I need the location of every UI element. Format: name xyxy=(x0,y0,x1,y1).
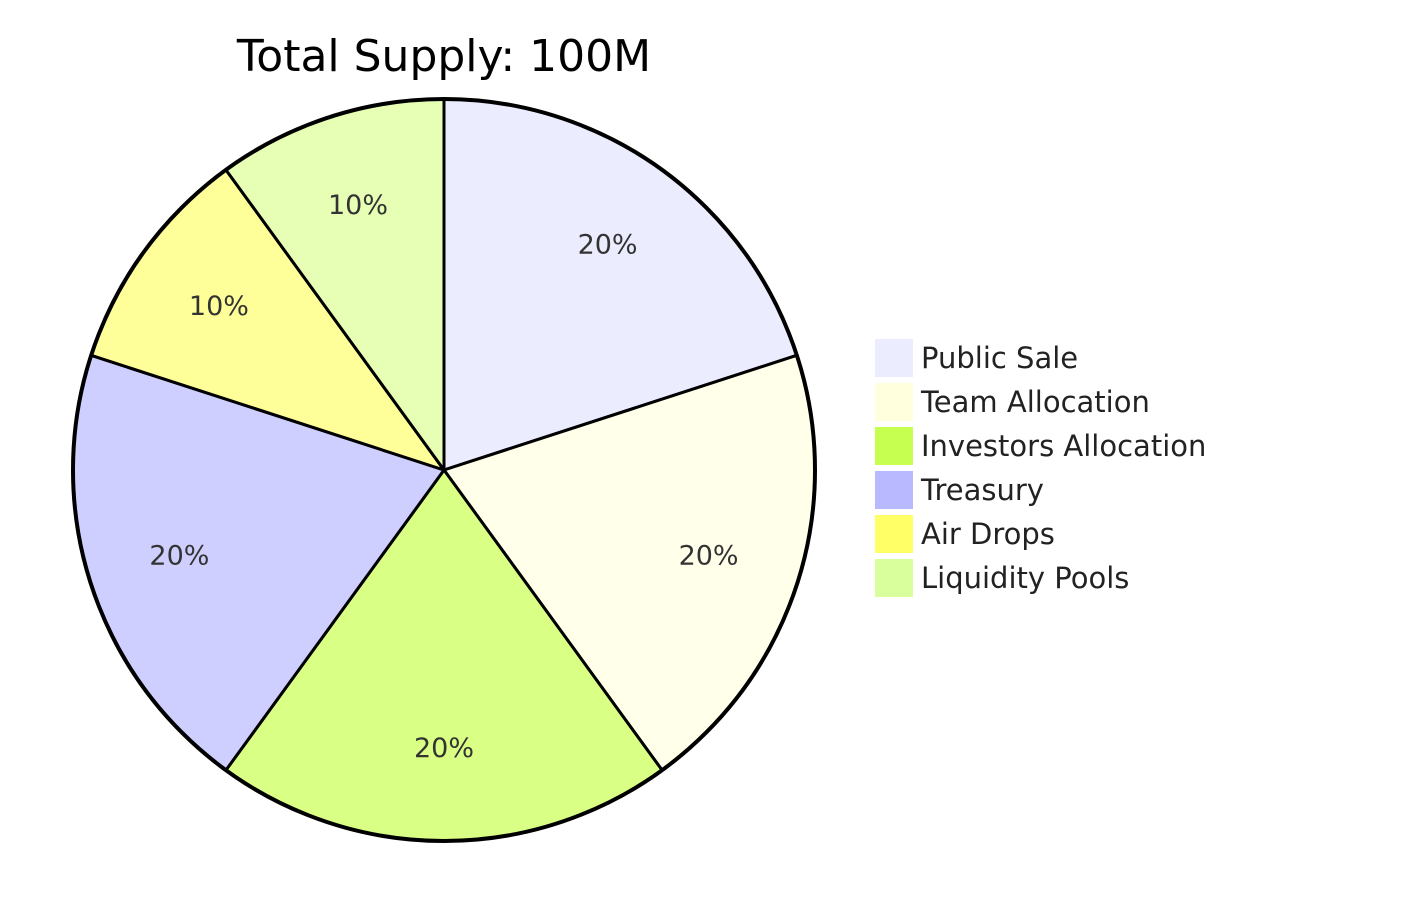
legend: Public Sale Team Allocation Investors Allo… xyxy=(875,339,1206,597)
legend-swatch-air-drops xyxy=(875,515,913,553)
pie-slices xyxy=(71,97,817,843)
legend-swatch-team-allocation xyxy=(875,383,913,421)
legend-label-public-sale: Public Sale xyxy=(921,341,1078,375)
legend-label-team-allocation: Team Allocation xyxy=(920,385,1150,419)
slice-label-investors-allocation: 20% xyxy=(414,733,474,764)
legend-label-treasury: Treasury xyxy=(920,473,1044,507)
slice-labels: 20% 20% 20% 20% 10% 10% xyxy=(149,190,738,764)
legend-label-investors-allocation: Investors Allocation xyxy=(921,429,1206,463)
slice-label-team-allocation: 20% xyxy=(679,541,739,572)
slice-label-treasury: 20% xyxy=(149,541,209,572)
pie-outline xyxy=(71,97,817,843)
legend-label-air-drops: Air Drops xyxy=(921,517,1055,551)
legend-swatch-treasury xyxy=(875,471,913,509)
slice-label-air-drops: 10% xyxy=(189,291,249,322)
legend-swatch-liquidity-pools xyxy=(875,559,913,597)
legend-swatch-investors-allocation xyxy=(875,427,913,465)
legend-label-liquidity-pools: Liquidity Pools xyxy=(921,561,1129,595)
legend-swatch-public-sale xyxy=(875,339,913,377)
slice-label-public-sale: 20% xyxy=(578,229,638,260)
chart-title: Total Supply: 100M xyxy=(236,31,651,82)
slice-label-liquidity-pools: 10% xyxy=(328,190,388,221)
